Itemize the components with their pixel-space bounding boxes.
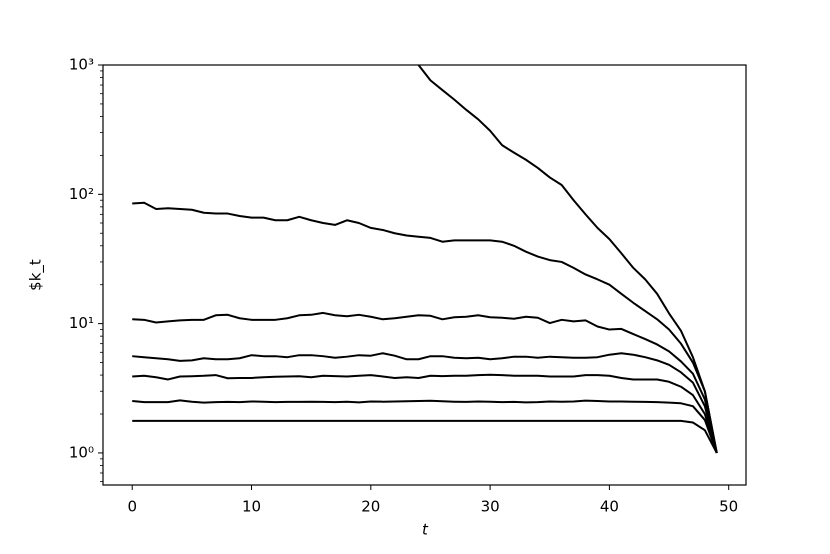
- y-tick-label: 10¹: [69, 314, 94, 332]
- series-line: [132, 399, 718, 454]
- y-tick-label: 10²: [69, 185, 94, 203]
- x-tick-label: 50: [719, 498, 738, 516]
- y-axis-label: $k_t: [27, 259, 46, 291]
- series-line: [132, 352, 718, 454]
- series-line: [132, 419, 718, 454]
- x-tick-label: 20: [361, 498, 380, 516]
- series-line: [132, 373, 718, 454]
- x-axis-label: t: [422, 521, 429, 539]
- y-tick-label: 10⁰: [69, 443, 94, 461]
- series-line: [132, 201, 718, 454]
- x-tick-label: 0: [127, 498, 137, 516]
- plot-frame: [102, 64, 747, 486]
- x-tick-label: 10: [242, 498, 261, 516]
- y-tick-label: 10³: [69, 56, 94, 74]
- x-tick-label: 30: [481, 498, 500, 516]
- x-tick-label: 40: [600, 498, 619, 516]
- series-line: [417, 65, 718, 454]
- series-line: [132, 311, 718, 454]
